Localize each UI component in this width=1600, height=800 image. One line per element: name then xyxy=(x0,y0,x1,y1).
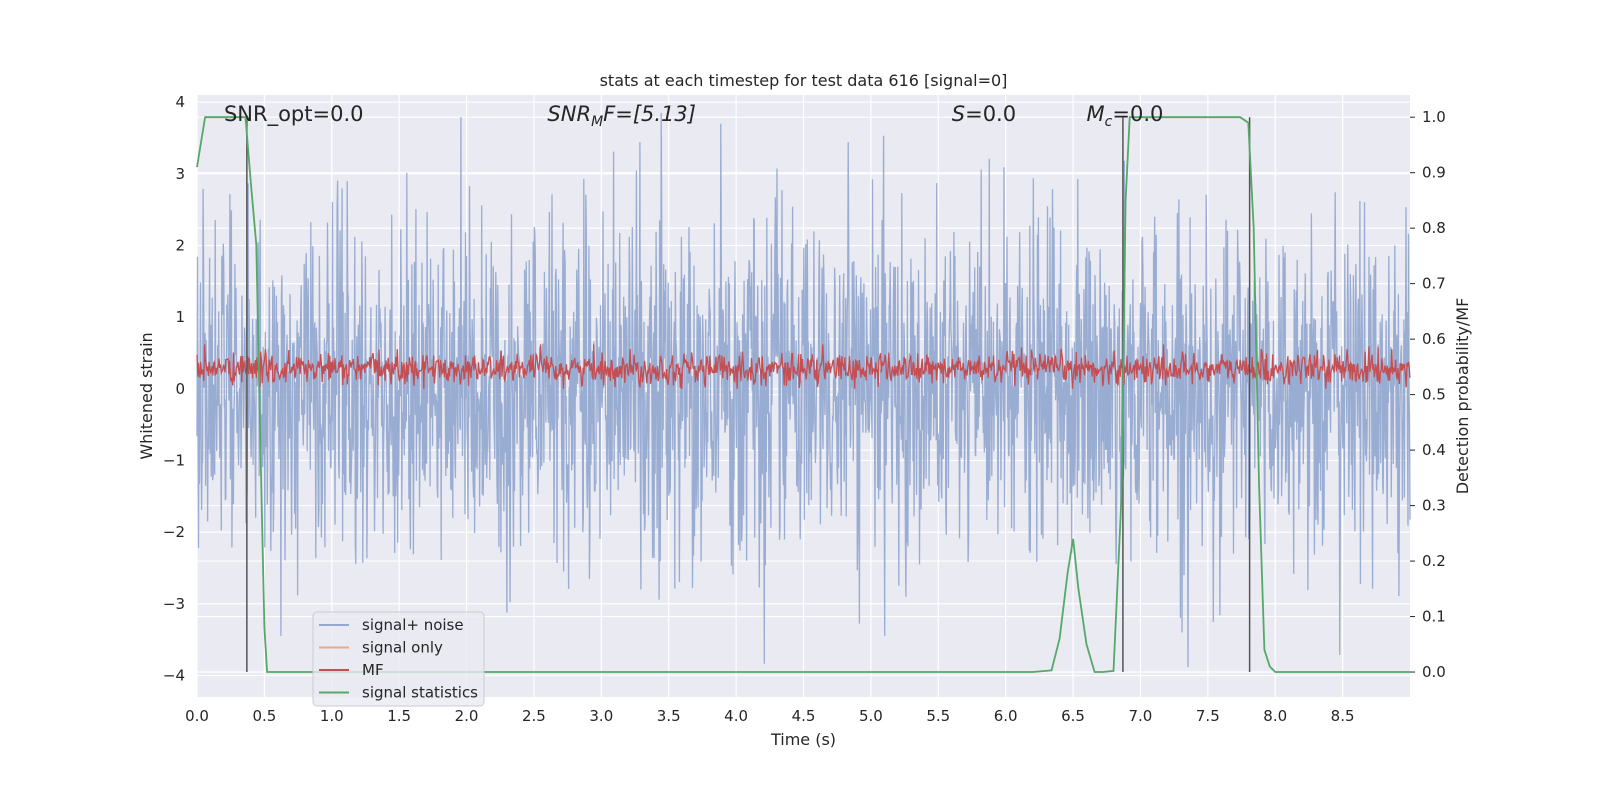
mf-line xyxy=(196,344,1411,389)
y2-tick-label: 0.1 xyxy=(1422,608,1446,626)
y2-tick-label: 0.4 xyxy=(1422,441,1446,459)
snr-mf-rest: F=[5.13] xyxy=(603,102,696,126)
snr-mf-sub: M xyxy=(591,114,603,130)
legend-label-signal-statistics: signal statistics xyxy=(362,684,478,702)
y-tick-label: −2 xyxy=(163,523,185,541)
legend-box xyxy=(312,611,485,707)
signal-statistics-line xyxy=(196,116,1410,673)
y2-tick-label: 0.6 xyxy=(1422,330,1446,348)
signal-noise-series xyxy=(196,112,1411,668)
snr-mf-base: SNR xyxy=(547,102,591,126)
s-label: S xyxy=(952,102,965,126)
x-tick-label: 1.0 xyxy=(320,707,344,725)
x-tick-label: 1.5 xyxy=(387,707,411,725)
x-tick-label: 0.0 xyxy=(185,707,209,725)
mc-label: M xyxy=(1087,102,1105,126)
annotation-snr-opt: SNR_opt=0.0 xyxy=(224,102,364,127)
y-tick-label: −3 xyxy=(163,595,185,613)
y2-tick-label: 0.5 xyxy=(1422,386,1446,404)
x-tick-label: 2.5 xyxy=(522,707,546,725)
y2-axis-label: Detection probability/MF xyxy=(1453,298,1472,495)
y2-tick-label: 1.0 xyxy=(1422,108,1446,126)
x-tick-label: 5.5 xyxy=(926,707,950,725)
x-tick-label: 6.5 xyxy=(1061,707,1085,725)
x-tick-label: 0.5 xyxy=(252,707,276,725)
x-tick-label: 8.0 xyxy=(1263,707,1287,725)
legend-label-signal-only: signal only xyxy=(362,639,443,657)
y-axis-label: Whitened strain xyxy=(137,332,156,459)
signal-noise-line xyxy=(196,112,1411,668)
legend: signal+ noise signal only MF signal stat… xyxy=(312,611,485,707)
y2-tick-label: 0.3 xyxy=(1422,497,1446,515)
y-tick-label: 0 xyxy=(175,380,185,398)
y-tick-label: −4 xyxy=(163,667,185,685)
y-tick-label: 2 xyxy=(175,237,185,255)
annotation-snr-mf: SNRMF=[5.13] xyxy=(547,102,696,130)
mc-sub: c xyxy=(1105,114,1113,130)
y2-tick-label: 0.0 xyxy=(1422,663,1446,681)
y-tick-label: 1 xyxy=(175,308,185,326)
y2-tick-label: 0.7 xyxy=(1422,275,1446,293)
x-tick-label: 4.0 xyxy=(724,707,748,725)
x-tick-label: 5.0 xyxy=(859,707,883,725)
s-rest: =0.0 xyxy=(965,102,1016,126)
chart-title: stats at each timestep for test data 616… xyxy=(600,71,1008,90)
x-tick-label: 2.0 xyxy=(455,707,479,725)
annotation-mc: Mc=0.0 xyxy=(1087,102,1164,130)
signal-statistics-series xyxy=(196,116,1410,673)
y2-tick-labels: 1.0 0.9 0.8 0.7 0.6 0.5 0.4 0.3 0.2 0.1 0.0 xyxy=(1410,108,1446,681)
y2-tick-label: 0.2 xyxy=(1422,552,1446,570)
x-tick-label: 4.5 xyxy=(792,707,816,725)
x-tick-label: 7.5 xyxy=(1196,707,1220,725)
x-tick-labels: 0.0 0.5 1.0 1.5 2.0 2.5 3.0 3.5 4.0 4.5 5.0 5.5 6.0 6… xyxy=(185,707,1354,725)
y2-tick-label: 0.9 xyxy=(1422,164,1446,182)
x-tick-label: 7.0 xyxy=(1129,707,1153,725)
y-tick-label: −1 xyxy=(163,452,185,470)
legend-label-signal-noise: signal+ noise xyxy=(362,616,464,634)
x-tick-label: 3.0 xyxy=(589,707,613,725)
x-axis-label: Time (s) xyxy=(770,730,836,749)
legend-label-mf: MF xyxy=(362,661,384,679)
mc-rest: =0.0 xyxy=(1112,102,1163,126)
mf-series xyxy=(196,344,1411,389)
annotation-s: S=0.0 xyxy=(952,102,1016,126)
y-tick-labels: 4 3 2 1 0 −1 −2 −3 −4 xyxy=(163,93,185,684)
x-tick-label: 8.5 xyxy=(1331,707,1355,725)
y-tick-label: 4 xyxy=(175,93,185,111)
y2-tick-label: 0.8 xyxy=(1422,219,1446,237)
x-tick-label: 3.5 xyxy=(657,707,681,725)
x-tick-label: 6.0 xyxy=(994,707,1018,725)
y-tick-label: 3 xyxy=(175,165,185,183)
